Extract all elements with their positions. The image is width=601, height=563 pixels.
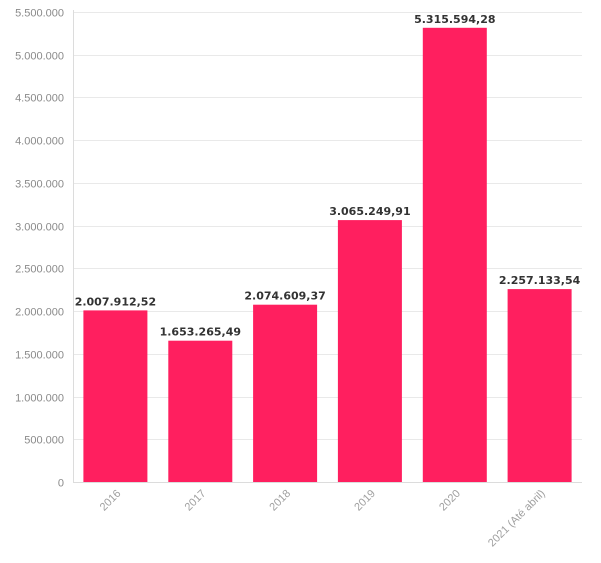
bar-value-label: 1.653.265,49: [160, 326, 241, 339]
y-tick-label: 1.500.000: [15, 350, 64, 362]
y-tick-label: 3.000.000: [15, 222, 64, 234]
x-tick-label: 2018: [267, 488, 293, 514]
bar: [507, 289, 572, 482]
y-tick-label: 4.000.000: [15, 136, 64, 148]
bar: [337, 220, 402, 482]
bar-layer: [83, 27, 572, 483]
x-tick-label: 2020: [437, 488, 463, 514]
bar: [253, 304, 318, 482]
y-tick-label: 5.500.000: [15, 8, 64, 20]
bar-value-label: 2.007.912,52: [75, 295, 156, 308]
y-tick-label: 5.000.000: [15, 51, 64, 63]
bar: [168, 340, 233, 482]
bar: [422, 27, 487, 483]
grid-layer: [73, 12, 582, 440]
bar-value-label: 5.315.594,28: [414, 13, 495, 26]
x-tick-label: 2016: [98, 488, 124, 514]
y-tick-label: 500.000: [24, 435, 64, 447]
bar-value-label: 3.065.249,91: [329, 205, 410, 218]
x-tick-label: 2019: [352, 488, 378, 514]
label-layer: 2.007.912,52 1.653.265,49 2.074.609,37 3.06…: [75, 13, 581, 339]
y-tick-label: 3.500.000: [15, 179, 64, 191]
y-tick-label: 2.500.000: [15, 264, 64, 276]
y-tick-label: 2.000.000: [15, 307, 64, 319]
bar-value-label: 2.074.609,37: [244, 290, 325, 303]
x-tick-label: 2021 (Até abril): [486, 488, 548, 550]
y-tick-label: 0: [58, 478, 64, 490]
x-tick-label: 2017: [183, 488, 209, 514]
y-tick-label: 1.000.000: [15, 393, 64, 405]
bar: [83, 310, 148, 482]
bar-value-label: 2.257.133,54: [499, 274, 581, 287]
y-tick-label: 4.500.000: [15, 93, 64, 105]
